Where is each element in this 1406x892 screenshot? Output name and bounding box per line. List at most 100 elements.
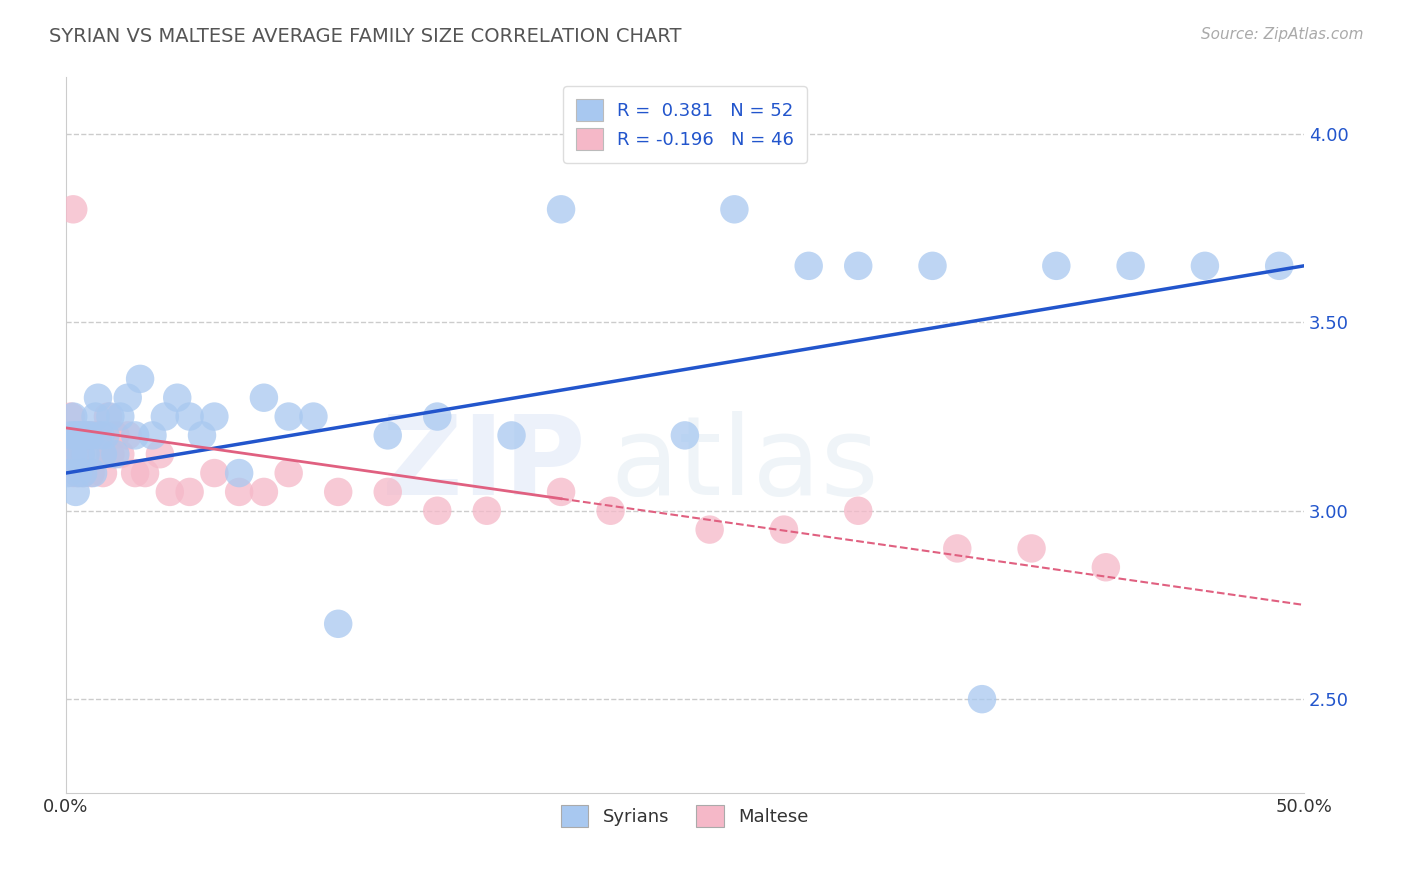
Point — [69, 428, 91, 442]
Point — [117, 428, 139, 442]
Point — [72, 466, 94, 480]
Text: SYRIAN VS MALTESE AVERAGE FAMILY SIZE CORRELATION CHART: SYRIAN VS MALTESE AVERAGE FAMILY SIZE CO… — [49, 27, 682, 45]
Point — [426, 409, 449, 424]
Point — [62, 409, 84, 424]
Point — [970, 692, 993, 706]
Point — [104, 447, 127, 461]
Point — [58, 466, 80, 480]
Point — [149, 447, 172, 461]
Point — [65, 447, 87, 461]
Point — [110, 409, 132, 424]
Point — [228, 466, 250, 480]
Point — [59, 428, 82, 442]
Point — [59, 409, 82, 424]
Point — [67, 466, 90, 480]
Point — [191, 428, 214, 442]
Point — [97, 409, 120, 424]
Point — [100, 409, 122, 424]
Point — [69, 447, 91, 461]
Point — [599, 504, 621, 518]
Text: atlas: atlas — [610, 410, 879, 517]
Point — [159, 484, 181, 499]
Point — [72, 428, 94, 442]
Point — [166, 391, 188, 405]
Point — [1268, 259, 1291, 273]
Point — [79, 428, 101, 442]
Point — [94, 428, 117, 442]
Point — [1045, 259, 1067, 273]
Point — [72, 466, 94, 480]
Point — [328, 484, 350, 499]
Point — [253, 484, 276, 499]
Point — [82, 466, 104, 480]
Point — [77, 428, 100, 442]
Point — [377, 484, 399, 499]
Point — [134, 466, 156, 480]
Point — [202, 409, 225, 424]
Point — [773, 523, 796, 537]
Point — [550, 202, 572, 217]
Point — [72, 428, 94, 442]
Point — [426, 504, 449, 518]
Point — [62, 202, 84, 217]
Point — [475, 504, 498, 518]
Point — [82, 428, 104, 442]
Point — [302, 409, 325, 424]
Point — [79, 466, 101, 480]
Point — [202, 466, 225, 480]
Point — [1119, 259, 1142, 273]
Point — [89, 428, 111, 442]
Point — [501, 428, 523, 442]
Point — [91, 447, 114, 461]
Point — [59, 447, 82, 461]
Point — [1021, 541, 1043, 556]
Point — [699, 523, 721, 537]
Point — [921, 259, 943, 273]
Point — [84, 409, 107, 424]
Point — [87, 428, 110, 442]
Point — [75, 447, 97, 461]
Point — [84, 447, 107, 461]
Point — [377, 428, 399, 442]
Point — [179, 409, 201, 424]
Point — [62, 466, 84, 480]
Point — [75, 428, 97, 442]
Point — [69, 447, 91, 461]
Point — [946, 541, 969, 556]
Point — [797, 259, 820, 273]
Point — [124, 466, 146, 480]
Point — [141, 428, 163, 442]
Point — [179, 484, 201, 499]
Point — [117, 391, 139, 405]
Point — [550, 484, 572, 499]
Text: ZIP: ZIP — [382, 410, 586, 517]
Point — [65, 428, 87, 442]
Point — [87, 391, 110, 405]
Point — [67, 466, 90, 480]
Point — [277, 466, 299, 480]
Point — [129, 372, 152, 386]
Point — [65, 428, 87, 442]
Point — [110, 447, 132, 461]
Point — [228, 484, 250, 499]
Point — [277, 409, 299, 424]
Text: Source: ZipAtlas.com: Source: ZipAtlas.com — [1201, 27, 1364, 42]
Point — [673, 428, 696, 442]
Point — [67, 428, 90, 442]
Point — [1095, 560, 1118, 574]
Legend: Syrians, Maltese: Syrians, Maltese — [554, 798, 815, 834]
Point — [100, 447, 122, 461]
Point — [65, 484, 87, 499]
Point — [77, 428, 100, 442]
Point — [1194, 259, 1216, 273]
Point — [62, 447, 84, 461]
Point — [69, 428, 91, 442]
Point — [67, 428, 90, 442]
Point — [723, 202, 745, 217]
Point — [91, 466, 114, 480]
Point — [328, 616, 350, 631]
Point — [104, 428, 127, 442]
Point — [124, 428, 146, 442]
Point — [846, 504, 869, 518]
Point — [846, 259, 869, 273]
